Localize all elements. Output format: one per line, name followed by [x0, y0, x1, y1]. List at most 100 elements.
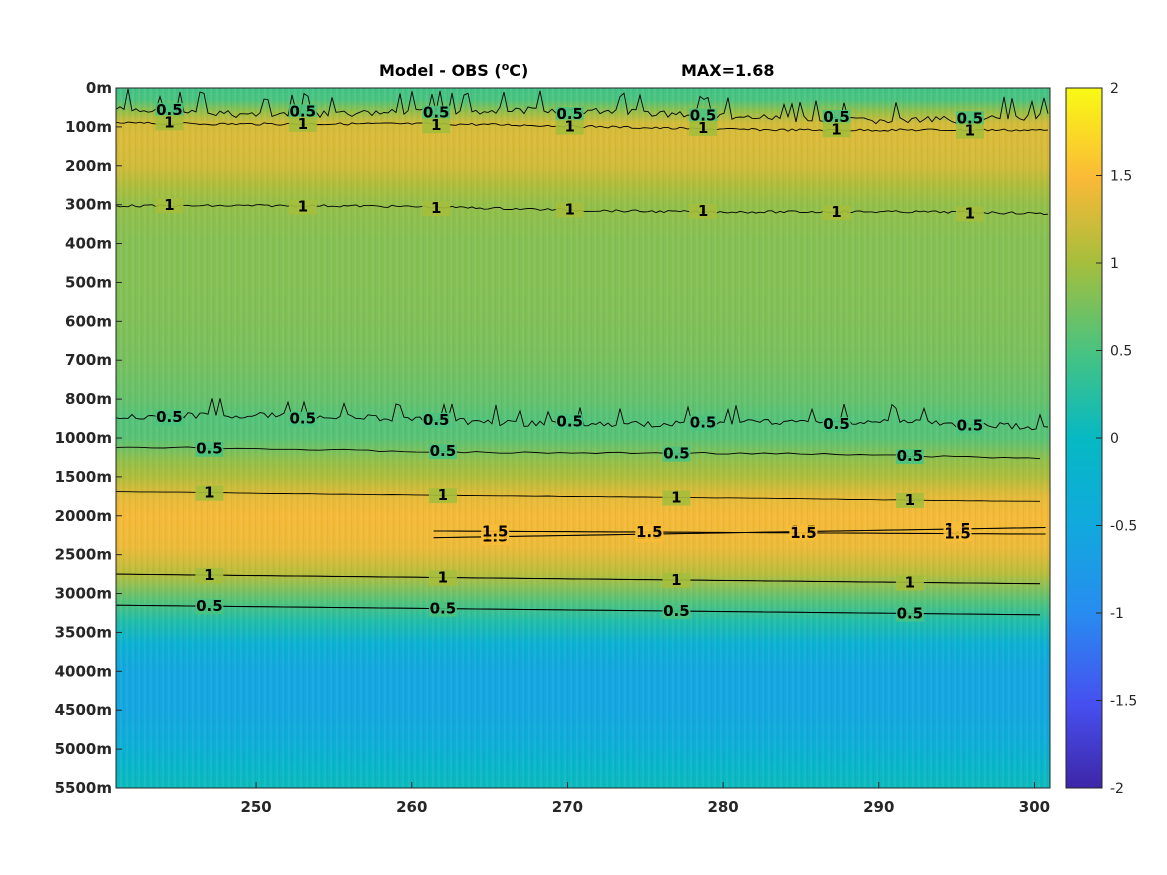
contour-label: 1: [204, 484, 214, 502]
x-tick-label: 280: [707, 798, 738, 816]
contour-label: 1: [831, 120, 841, 138]
contour-label: 1: [905, 491, 915, 509]
contour-label-backdrop: [288, 116, 317, 132]
colorbar-tick-label: 0: [1110, 431, 1119, 447]
contour-label-backdrop: [195, 485, 224, 501]
contour-label: 1: [438, 486, 448, 504]
contour-label: 1: [965, 205, 975, 223]
contour-label-backdrop: [955, 206, 984, 222]
contour-label-backdrop: [422, 201, 451, 216]
colorbar: 2 1.5 1 0.5 0 -0.5 -1 -1.5 -2: [1065, 81, 1137, 797]
y-tick-label: 3500m: [55, 623, 112, 641]
contour-lines: 0.5 0.5 0.5 0.5 0.5 0.5 0.51 1 1 1 1 1 11 1 1 1 1 1 10.5 0.…: [116, 88, 1049, 623]
contour-label-backdrop: [155, 410, 184, 426]
contour-label: 0.5: [957, 109, 984, 127]
contour-label-backdrop: [481, 524, 510, 540]
contour-label: 1: [671, 571, 681, 589]
y-tick-label: 4000m: [55, 662, 112, 680]
x-tick-label: 290: [863, 798, 894, 816]
contour-label-backdrop: [955, 418, 984, 434]
contour-label-backdrop: [822, 122, 851, 138]
contour-label-backdrop: [422, 412, 451, 428]
colorbar-tick-label: -1: [1110, 606, 1124, 622]
contour-label: 1: [698, 119, 708, 137]
contour-label: 1: [698, 202, 708, 220]
contour-label-backdrop: [288, 199, 317, 215]
contour-line: [116, 573, 1041, 585]
contour-label: 0.5: [196, 440, 223, 458]
x-tick-label: 260: [396, 798, 427, 816]
contour-label: 0.5: [423, 104, 450, 122]
contour-label-backdrop: [555, 119, 584, 135]
max-label: MAX=1.68: [681, 61, 775, 80]
contour-label: 0.5: [156, 408, 183, 426]
x-tick-label: 300: [1019, 798, 1050, 816]
contour-label: 0.5: [556, 105, 583, 123]
contour-label-backdrop: [422, 105, 451, 121]
contour-label: 1: [431, 116, 441, 134]
contour-label-backdrop: [822, 417, 851, 433]
contour-label-backdrop: [155, 102, 184, 118]
contour-label-backdrop: [555, 202, 584, 218]
y-tick-label: 100m: [65, 118, 112, 136]
contour-label-backdrop: [288, 411, 317, 427]
contour-label: 0.5: [156, 101, 183, 119]
contour-line: [116, 446, 1041, 460]
contour-label: 1: [204, 566, 214, 584]
contour-label-backdrop: [155, 198, 184, 214]
colorbar-tick-label: 1: [1110, 256, 1119, 272]
contour-label-backdrop: [662, 604, 691, 620]
heatmap-texture: [116, 88, 1050, 788]
contour-label-backdrop: [895, 492, 924, 508]
colorbar-ticks: 2 1.5 1 0.5 0 -0.5 -1 -1.5 -2: [1096, 81, 1137, 797]
contour-line: [116, 604, 1041, 616]
y-tick-label: 1500m: [55, 468, 112, 486]
y-tick-label: 700m: [65, 351, 112, 369]
contour-label-backdrop: [155, 115, 184, 131]
contour-line: [116, 491, 1041, 502]
contour-label: 0.5: [823, 415, 850, 433]
contour-label: 0.5: [897, 447, 924, 465]
contour-label: 1: [831, 203, 841, 221]
contour-label-backdrop: [635, 525, 664, 541]
y-tick-label: 5000m: [55, 740, 112, 758]
contour-label-backdrop: [662, 446, 691, 462]
colorbar-tick-label: 2: [1110, 81, 1119, 97]
colorbar-tick-label: -2: [1110, 781, 1124, 797]
y-tick-label: 500m: [65, 273, 112, 291]
y-tick-label: 800m: [65, 390, 112, 408]
y-tick-label: 4500m: [55, 701, 112, 719]
chart-title: Model - OBS (oC): [379, 60, 528, 80]
contour-label-backdrop: [662, 490, 691, 506]
contour-label-backdrop: [955, 123, 984, 139]
contour-label-backdrop: [555, 414, 584, 430]
y-tick-label: 400m: [65, 235, 112, 253]
colorbar-tick-label: 0.5: [1110, 344, 1132, 360]
contour-label-backdrop: [689, 120, 718, 136]
contour-label-backdrop: [195, 599, 224, 615]
contour-label: 0.5: [556, 412, 583, 430]
contour-label: 0.5: [430, 442, 457, 460]
y-tick-label: 200m: [65, 157, 112, 175]
y-tick-label: 300m: [65, 196, 112, 214]
contour-label-backdrop: [895, 449, 924, 464]
contour-label-backdrop: [822, 205, 851, 221]
y-tick-label: 600m: [65, 312, 112, 330]
contour-label: 1: [671, 489, 681, 507]
contour-label: 1: [564, 118, 574, 136]
contour-label-backdrop: [943, 526, 972, 542]
y-tick-label: 2500m: [55, 546, 112, 564]
contour-label: 1: [905, 573, 915, 591]
colorbar-tick-label: -1.5: [1110, 694, 1137, 710]
contour-label: 1: [438, 569, 448, 587]
contour-label: 0.5: [290, 410, 317, 428]
contour-label: 1.5: [944, 525, 971, 543]
y-axis: 0m 100m 200m 300m 400m 500m 600m 700m 800m 1000m 1…: [55, 79, 122, 797]
contour-label: 1.5: [636, 523, 663, 541]
contour-label-backdrop: [555, 107, 584, 123]
contour-label-backdrop: [689, 203, 718, 219]
contour-label-backdrop: [689, 108, 718, 124]
contour-label-backdrop: [895, 575, 924, 591]
x-tick-label: 270: [552, 798, 583, 816]
